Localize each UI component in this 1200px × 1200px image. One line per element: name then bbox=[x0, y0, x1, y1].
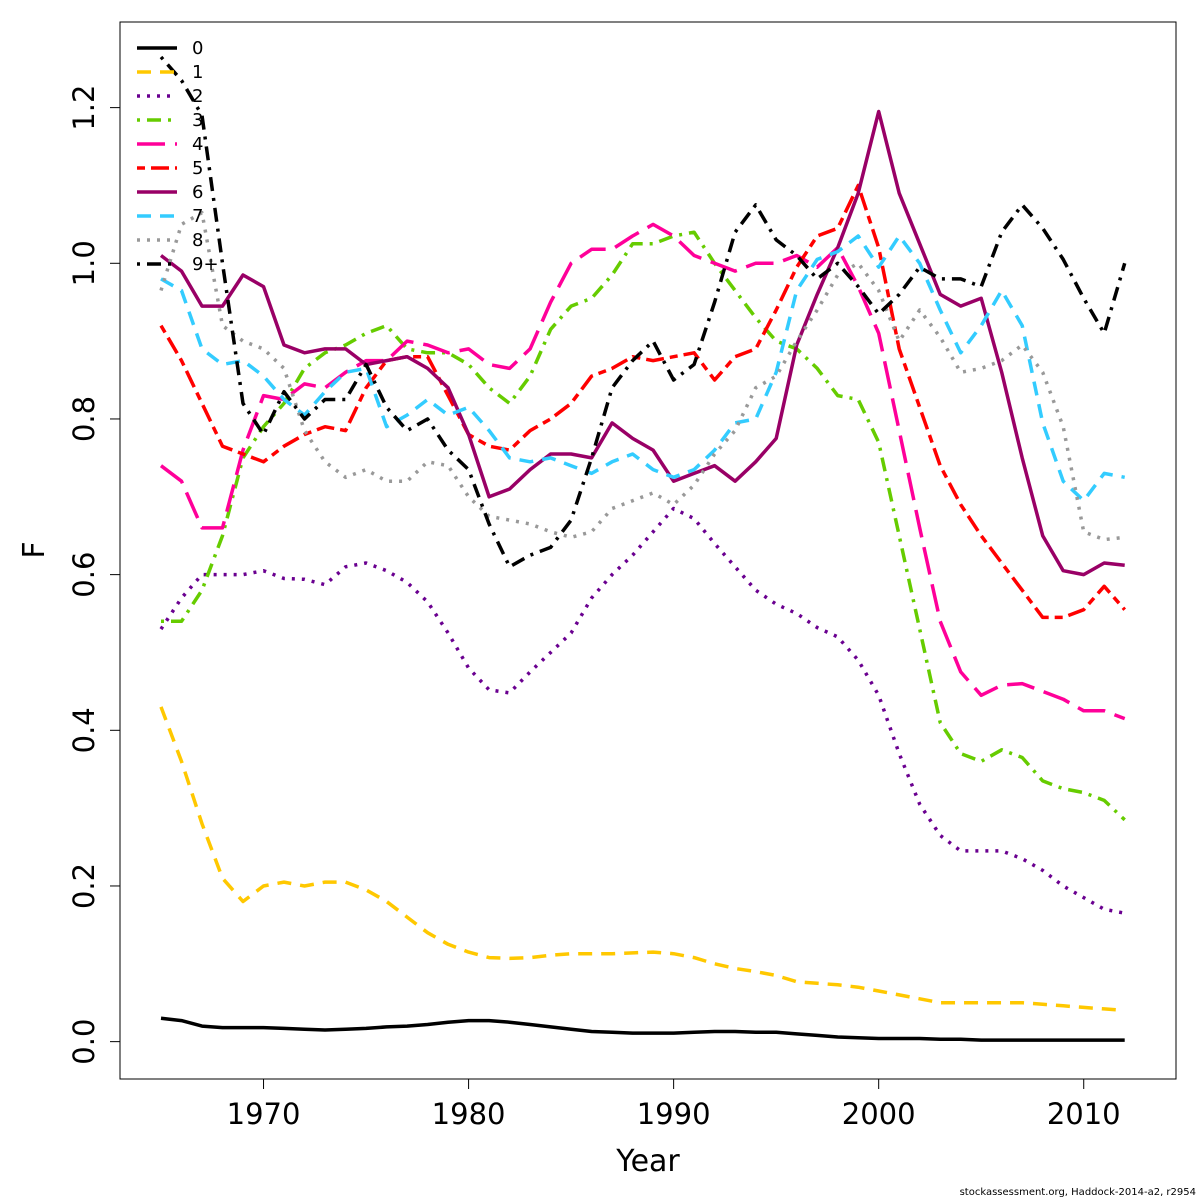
y-tick-label: 1.2 bbox=[67, 85, 101, 131]
series-line-5 bbox=[159, 183, 1127, 620]
legend-label: 0 bbox=[192, 38, 203, 59]
series-line-0 bbox=[160, 1016, 1125, 1042]
legend-label: 8 bbox=[192, 230, 203, 251]
y-tick-label: 0.4 bbox=[67, 707, 101, 753]
series-line-6 bbox=[159, 109, 1125, 577]
x-tick-label: 1970 bbox=[227, 1097, 301, 1131]
y-tick-label: 0.6 bbox=[67, 552, 101, 598]
series-line-8 bbox=[159, 210, 1125, 542]
legend-label: 6 bbox=[192, 182, 203, 203]
y-tick-label: 0.2 bbox=[67, 863, 101, 909]
legend: 0 1 2 3 4 5 6 7 8 9+ bbox=[137, 38, 219, 275]
x-tick-label: 1990 bbox=[637, 1097, 711, 1131]
plot-frame bbox=[119, 21, 1177, 1080]
x-axis-label: Year bbox=[615, 1144, 680, 1179]
legend-label: 1 bbox=[192, 62, 203, 83]
y-axis: 0.0 0.2 0.4 0.6 0.8 1.0 1.2 bbox=[67, 85, 121, 1065]
series-line-9plus bbox=[159, 55, 1127, 569]
series-lines bbox=[159, 55, 1127, 1042]
y-axis-label: F bbox=[17, 541, 52, 558]
x-tick-label: 2000 bbox=[842, 1097, 916, 1131]
series-line-7 bbox=[160, 234, 1126, 503]
legend-label: 4 bbox=[192, 134, 203, 155]
x-tick-label: 1980 bbox=[432, 1097, 506, 1131]
x-tick-label: 2010 bbox=[1047, 1097, 1121, 1131]
legend-label: 2 bbox=[192, 86, 203, 107]
legend-label: 5 bbox=[192, 158, 203, 179]
series-line-3 bbox=[161, 230, 1126, 822]
series-line-4 bbox=[159, 222, 1126, 721]
source-caption: stockassessment.org, Haddock-2014-a2, r2… bbox=[959, 1187, 1196, 1198]
series-line-2 bbox=[159, 506, 1126, 915]
legend-label: 7 bbox=[192, 206, 203, 227]
x-axis: 1970 1980 1990 2000 2010 bbox=[227, 1078, 1121, 1131]
series-line-1 bbox=[159, 706, 1125, 1013]
y-tick-label: 0.8 bbox=[67, 396, 101, 442]
y-tick-label: 1.0 bbox=[67, 240, 101, 286]
y-tick-label: 0.0 bbox=[67, 1019, 101, 1065]
legend-label: 3 bbox=[192, 110, 203, 131]
legend-label: 9+ bbox=[192, 254, 219, 275]
